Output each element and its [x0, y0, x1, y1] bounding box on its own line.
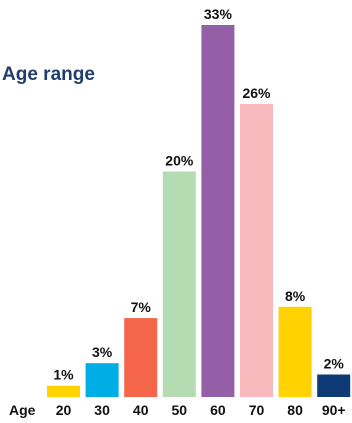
bar-60	[201, 25, 235, 397]
value-label-50: 20%	[165, 153, 194, 169]
bar-50	[162, 171, 196, 397]
bar-20	[47, 385, 80, 397]
x-axis-label: Age	[9, 402, 36, 418]
bar-80	[278, 306, 312, 397]
x-tick-label-90+: 90+	[322, 402, 346, 418]
value-label-20: 1%	[53, 367, 74, 383]
bar-30	[85, 363, 119, 397]
value-label-40: 7%	[131, 299, 152, 315]
x-tick-label-40: 40	[133, 402, 149, 418]
value-label-70: 26%	[242, 85, 271, 101]
bar-90+	[317, 374, 351, 397]
x-tick-label-60: 60	[210, 402, 226, 418]
chart-title: Age range	[2, 64, 95, 85]
x-tick-label-20: 20	[56, 402, 72, 418]
value-label-30: 3%	[92, 344, 113, 360]
bar-40	[124, 318, 158, 397]
x-tick-label-80: 80	[287, 402, 303, 418]
value-label-90+: 2%	[324, 356, 345, 372]
value-label-80: 8%	[285, 288, 306, 304]
bar-70	[240, 103, 273, 398]
x-tick-label-70: 70	[249, 402, 265, 418]
x-tick-label-30: 30	[94, 402, 110, 418]
x-tick-label-50: 50	[172, 402, 188, 418]
value-label-60: 33%	[204, 6, 233, 22]
